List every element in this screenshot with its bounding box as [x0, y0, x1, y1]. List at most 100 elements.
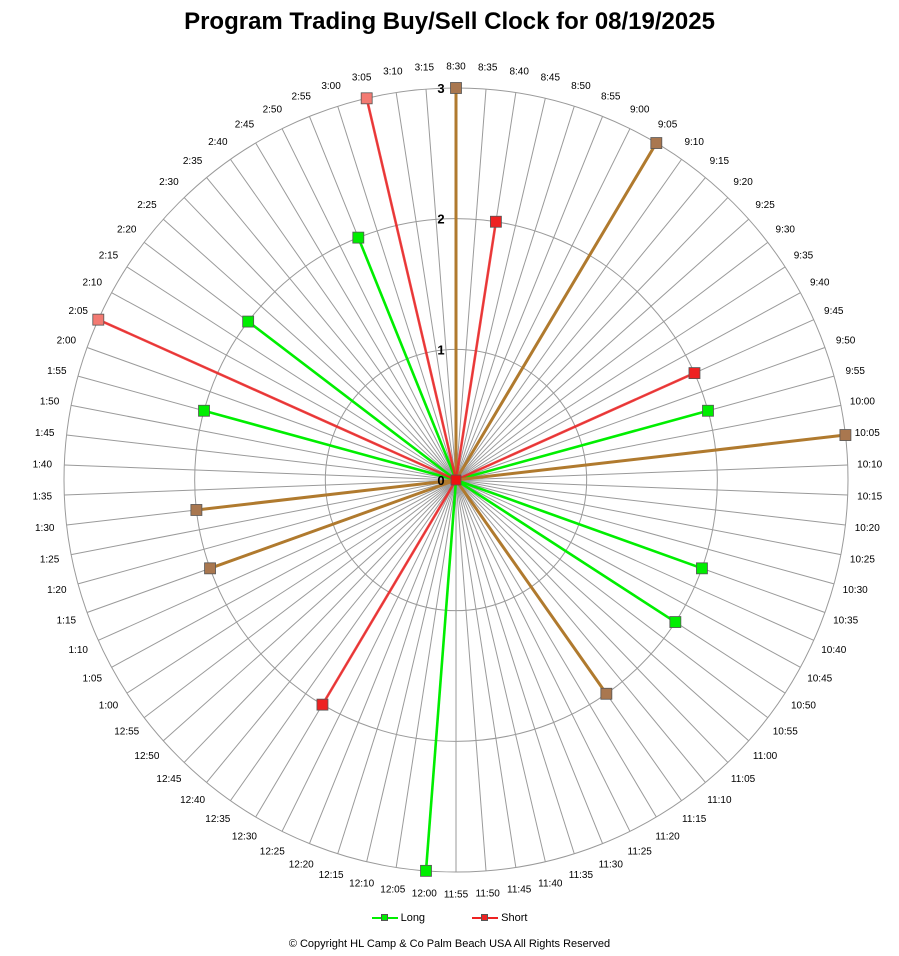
grid-spoke: [455, 479, 487, 871]
time-label: 9:40: [810, 278, 830, 289]
time-label: 11:50: [476, 888, 501, 899]
time-label: 11:45: [507, 885, 532, 896]
time-label: 10:25: [850, 554, 875, 565]
time-label: 8:45: [541, 72, 561, 83]
radial-tick-label: 0: [437, 473, 444, 488]
grid-spoke: [71, 404, 457, 481]
time-label: 11:30: [599, 859, 624, 870]
marker-long: [696, 562, 708, 575]
time-label: 9:15: [710, 156, 730, 167]
time-label: 11:40: [538, 879, 563, 890]
time-label: 1:40: [33, 460, 53, 471]
time-label: 1:15: [57, 615, 77, 626]
series-line-long: [357, 237, 458, 481]
grid-spoke: [455, 266, 786, 481]
series-line-short: [455, 433, 846, 482]
grid-spoke: [308, 479, 457, 844]
time-label: 1:55: [47, 366, 67, 377]
time-label: 10:00: [850, 397, 875, 408]
time-label: 1:30: [35, 523, 55, 534]
radial-tick-labels: 0 1 2 3: [437, 81, 444, 488]
time-label: 1:35: [33, 491, 53, 502]
grid-spoke: [143, 479, 457, 719]
radial-tick-label: 2: [437, 212, 444, 227]
grid-spoke: [455, 218, 749, 481]
grid-spoke: [163, 218, 457, 481]
grid-spoke: [126, 479, 457, 694]
marker-short: [839, 429, 852, 441]
grid-spoke: [455, 479, 835, 585]
time-label: 8:35: [478, 63, 498, 74]
time-label: 2:40: [208, 137, 228, 148]
grid-spoke: [163, 479, 457, 742]
grid-spoke: [86, 347, 457, 481]
grid-spoke: [455, 479, 575, 854]
radial-tick-label: 3: [437, 81, 444, 96]
time-label: 9:00: [630, 104, 650, 115]
grid-spoke: [425, 89, 457, 481]
legend-label-short: Short: [501, 912, 528, 925]
grid-spoke: [337, 479, 457, 854]
grid-spoke: [395, 479, 457, 868]
grid-spoke: [455, 241, 769, 481]
grid-spoke: [455, 404, 841, 481]
grid-spoke: [455, 116, 604, 481]
time-label: 9:10: [684, 137, 704, 148]
time-label: 2:25: [137, 200, 157, 211]
marker-short: [450, 82, 462, 94]
marker-short: [600, 687, 613, 700]
radial-tick-label: 1: [437, 342, 444, 357]
time-label: 12:50: [134, 751, 159, 762]
time-label: 9:35: [794, 250, 814, 261]
marker-short: [316, 698, 329, 711]
time-label: 8:50: [571, 81, 591, 92]
marker-long: [669, 616, 682, 628]
marker-long: [198, 404, 210, 417]
grid-spoke: [71, 479, 457, 556]
grid-spoke: [455, 479, 706, 783]
legend-item-long: Long: [371, 912, 425, 924]
time-label: 9:25: [755, 200, 775, 211]
time-label: 9:45: [824, 306, 844, 317]
time-label: 1:00: [99, 701, 119, 712]
time-label: 9:55: [845, 366, 865, 377]
series-line-long: [203, 409, 457, 482]
grid-spoke: [455, 479, 631, 832]
series-line-long: [247, 320, 457, 482]
time-label: 1:50: [40, 397, 60, 408]
time-label: 11:20: [655, 831, 680, 842]
series-line-short: [454, 142, 658, 481]
time-label: 12:55: [114, 726, 139, 737]
grid-spoke: [455, 479, 749, 742]
time-label: 1:10: [68, 645, 88, 656]
time-label: 1:20: [47, 585, 67, 596]
time-label: 10:30: [843, 585, 868, 596]
grid-spoke: [455, 479, 546, 862]
time-label: 8:55: [601, 92, 621, 103]
grid-spoke: [455, 479, 604, 844]
grid-spoke: [455, 479, 846, 526]
time-label: 10:50: [791, 701, 816, 712]
grid-spoke: [230, 159, 457, 481]
copyright-text: © Copyright HL Camp & Co Palm Beach USA …: [288, 938, 611, 950]
time-label: 12:00: [412, 888, 437, 899]
grid-spoke: [64, 479, 457, 496]
grid-spoke: [455, 479, 848, 496]
marker-long: [702, 404, 714, 417]
time-label: 9:05: [658, 120, 678, 131]
grid-spoke: [281, 479, 457, 832]
marker-short: [360, 92, 373, 105]
marker-short: [204, 562, 216, 575]
time-label: 12:25: [260, 847, 285, 858]
series-line-long: [455, 409, 709, 482]
grid-spoke: [455, 479, 769, 719]
grid-spoke: [206, 177, 457, 481]
grid-spoke: [98, 479, 457, 641]
time-label: 11:15: [682, 814, 707, 825]
grid-spoke: [455, 479, 814, 641]
grid-spoke: [455, 479, 841, 556]
grid-spoke: [126, 266, 457, 481]
grid-spoke: [455, 464, 848, 481]
grid-spoke: [455, 128, 631, 481]
